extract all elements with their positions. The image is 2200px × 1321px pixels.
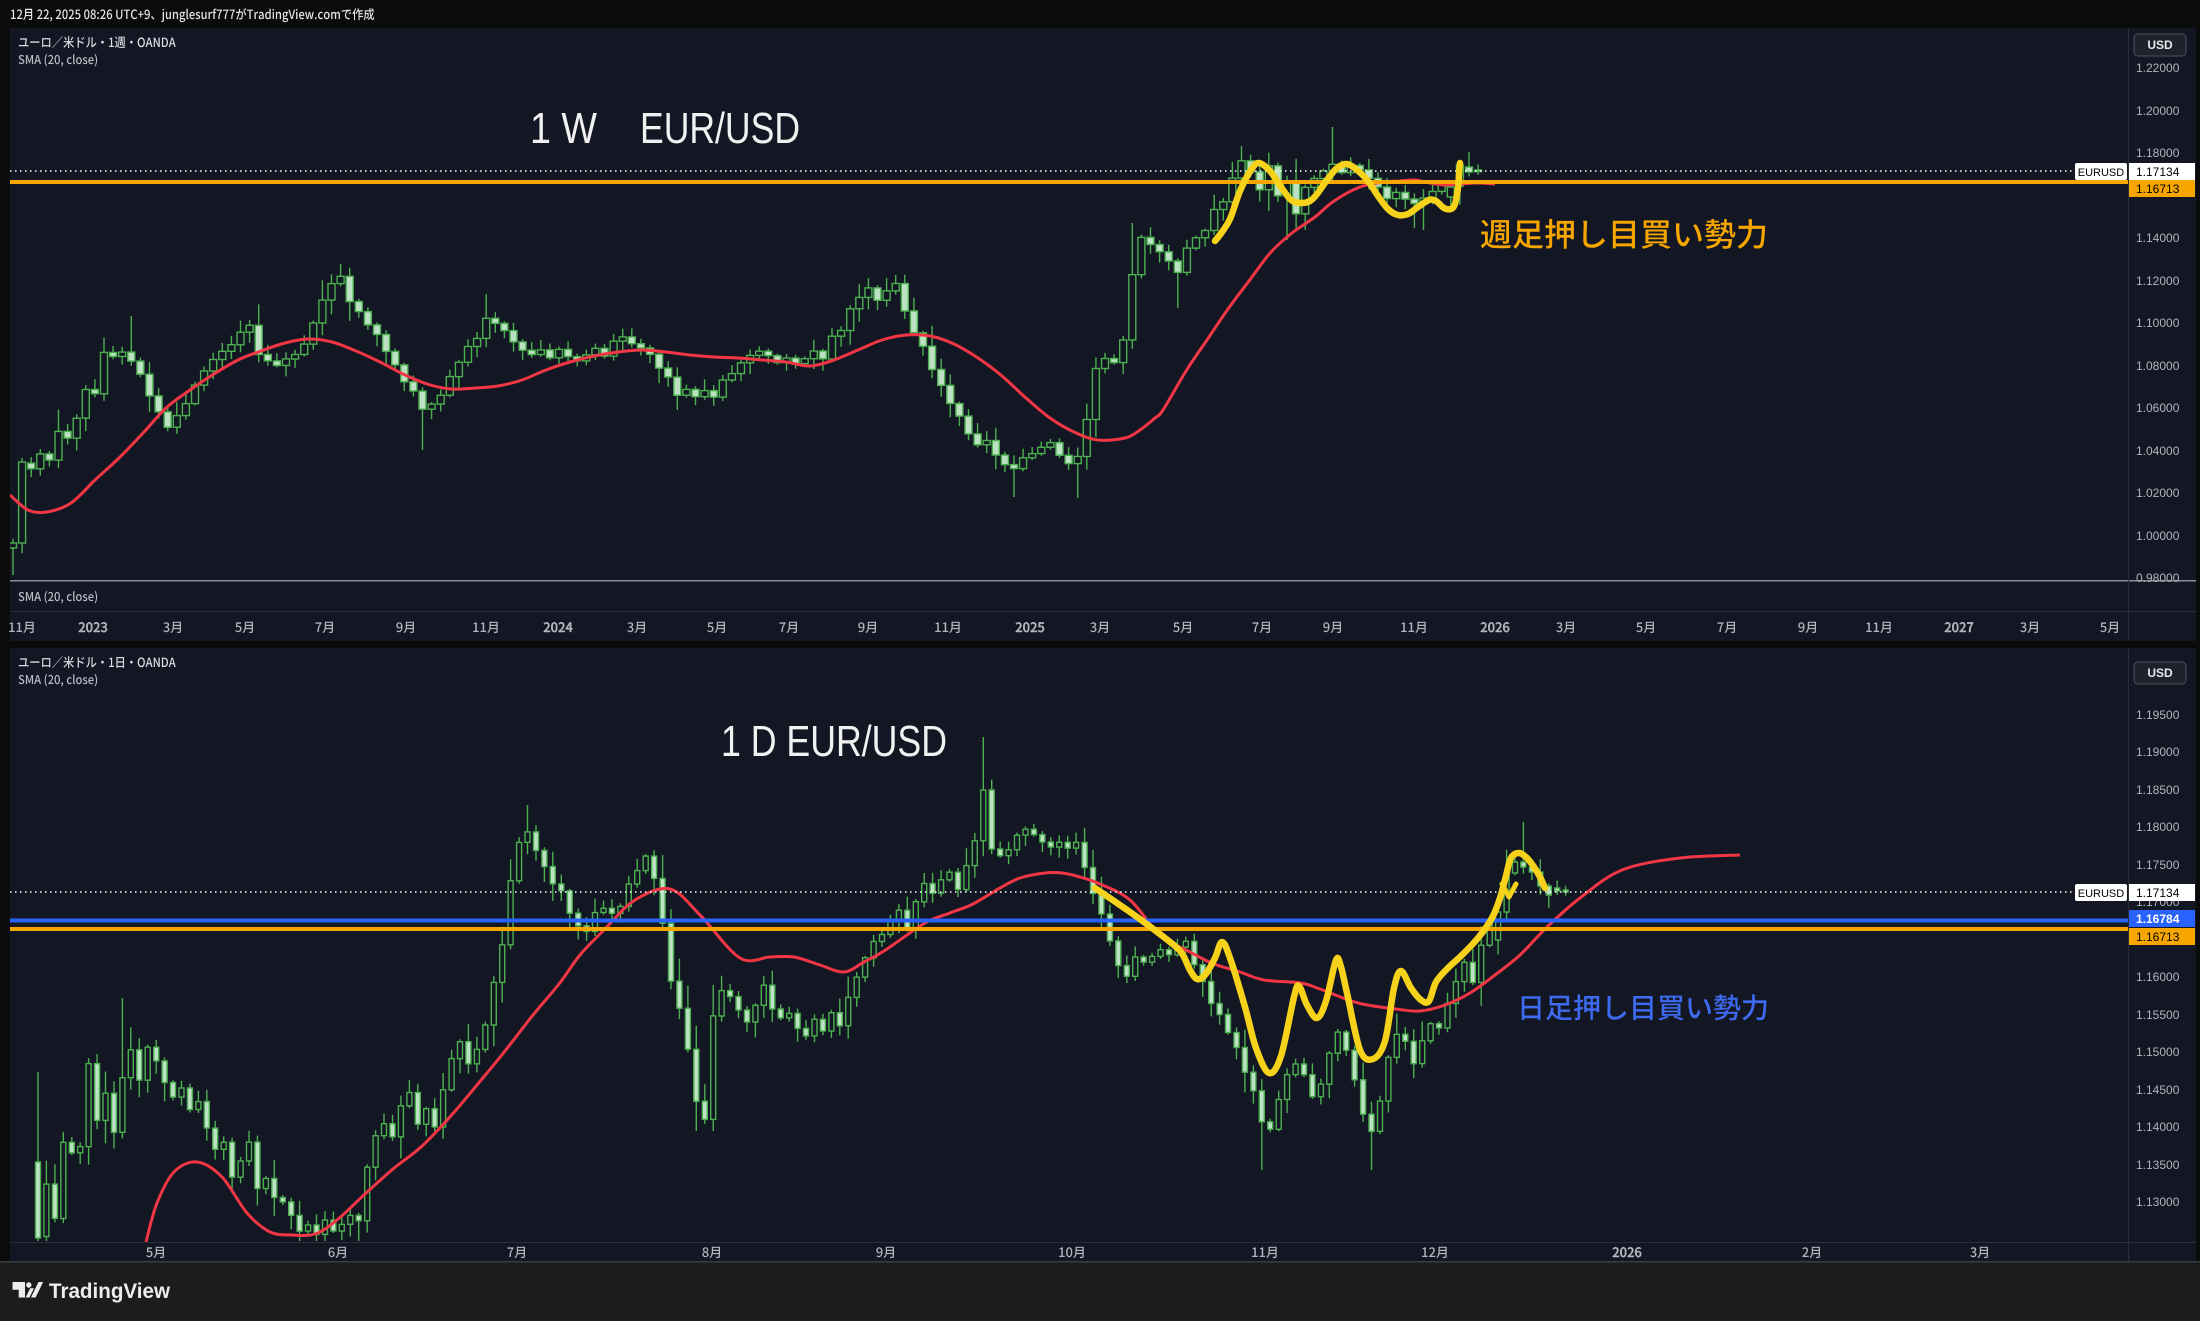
svg-text:1.16784: 1.16784 (2136, 912, 2180, 926)
svg-text:0.98000: 0.98000 (2136, 571, 2180, 585)
svg-text:1.16713: 1.16713 (2136, 930, 2180, 944)
svg-text:1.15500: 1.15500 (2136, 1008, 2180, 1022)
svg-text:1.13500: 1.13500 (2136, 1158, 2180, 1172)
svg-text:USD: USD (2147, 38, 2173, 52)
svg-text:1.13000: 1.13000 (2136, 1195, 2180, 1209)
svg-text:1.18000: 1.18000 (2136, 820, 2180, 834)
svg-text:EURUSD: EURUSD (2078, 888, 2125, 900)
svg-text:1.00000: 1.00000 (2136, 529, 2180, 543)
svg-text:1.22000: 1.22000 (2136, 61, 2180, 75)
svg-text:1.08000: 1.08000 (2136, 359, 2180, 373)
svg-text:1.14000: 1.14000 (2136, 1120, 2180, 1134)
svg-text:1.16000: 1.16000 (2136, 970, 2180, 984)
svg-text:1.19000: 1.19000 (2136, 745, 2180, 759)
svg-text:1 W: 1 W (530, 104, 597, 153)
svg-text:USD: USD (2147, 666, 2173, 680)
svg-text:1.14000: 1.14000 (2136, 231, 2180, 245)
svg-text:1.17134: 1.17134 (2136, 886, 2180, 900)
svg-text:1.18500: 1.18500 (2136, 783, 2180, 797)
svg-text:1.20000: 1.20000 (2136, 104, 2180, 118)
svg-text:1.17500: 1.17500 (2136, 858, 2180, 872)
svg-text:1.17134: 1.17134 (2136, 165, 2180, 179)
svg-text:1.18000: 1.18000 (2136, 146, 2180, 160)
svg-text:1.14500: 1.14500 (2136, 1083, 2180, 1097)
svg-text:EUR/USD: EUR/USD (640, 104, 800, 153)
svg-text:1.12000: 1.12000 (2136, 274, 2180, 288)
svg-text:1.04000: 1.04000 (2136, 444, 2180, 458)
svg-text:1.16713: 1.16713 (2136, 182, 2180, 196)
svg-text:1.02000: 1.02000 (2136, 486, 2180, 500)
svg-text:1.06000: 1.06000 (2136, 401, 2180, 415)
svg-text:1.19500: 1.19500 (2136, 708, 2180, 722)
svg-text:EURUSD: EURUSD (2078, 167, 2125, 179)
svg-text:1 D EUR/USD: 1 D EUR/USD (721, 717, 947, 766)
svg-text:1.15000: 1.15000 (2136, 1045, 2180, 1059)
svg-text:1.10000: 1.10000 (2136, 316, 2180, 330)
svg-text:TradingView: TradingView (49, 1279, 170, 1303)
